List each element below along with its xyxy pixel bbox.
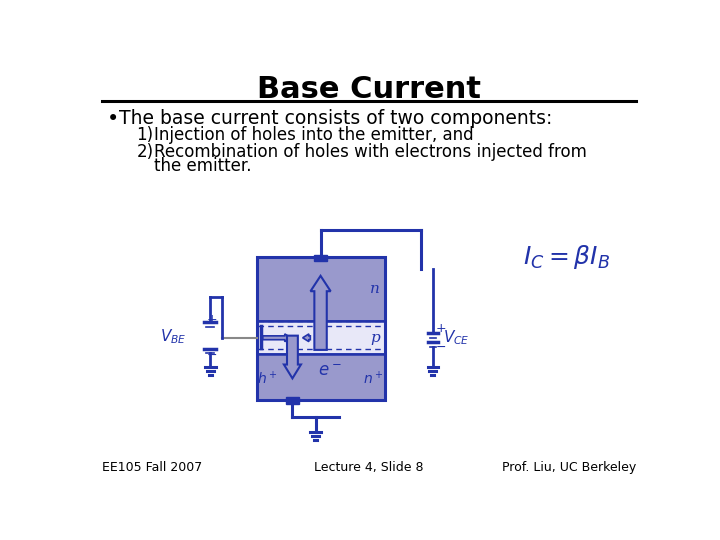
Text: $V_{CE}$: $V_{CE}$: [443, 328, 469, 347]
Text: Recombination of holes with electrons injected from: Recombination of holes with electrons in…: [153, 143, 586, 161]
Text: −: −: [207, 349, 217, 362]
Bar: [287, 397, 299, 403]
FancyArrow shape: [302, 334, 310, 342]
Text: n: n: [370, 282, 380, 295]
Text: $e^-$: $e^-$: [318, 362, 341, 380]
Text: the emitter.: the emitter.: [153, 157, 251, 175]
Bar: [256, 354, 384, 400]
Text: $h^+$: $h^+$: [257, 370, 278, 387]
Text: −: −: [436, 341, 446, 354]
Text: +: +: [436, 322, 446, 335]
FancyArrow shape: [310, 276, 330, 350]
Text: Injection of holes into the emitter, and: Injection of holes into the emitter, and: [153, 126, 473, 144]
Text: •: •: [107, 109, 120, 129]
Text: The base current consists of two components:: The base current consists of two compone…: [120, 109, 553, 127]
Bar: [256, 257, 384, 321]
Bar: [256, 257, 384, 400]
Bar: [315, 255, 327, 261]
Bar: [256, 321, 384, 354]
Text: 1): 1): [137, 126, 153, 144]
FancyArrow shape: [284, 336, 301, 379]
Text: Lecture 4, Slide 8: Lecture 4, Slide 8: [314, 462, 424, 475]
Text: $I_C = \beta I_B$: $I_C = \beta I_B$: [523, 244, 611, 271]
Text: +: +: [207, 313, 217, 326]
Text: Base Current: Base Current: [257, 75, 481, 104]
Text: EE105 Fall 2007: EE105 Fall 2007: [102, 462, 202, 475]
Text: 2): 2): [137, 143, 153, 161]
Text: $V_{BE}$: $V_{BE}$: [161, 327, 187, 346]
Text: $n^+$: $n^+$: [364, 370, 384, 387]
Text: p: p: [370, 331, 380, 345]
FancyArrow shape: [263, 334, 291, 342]
Text: Prof. Liu, UC Berkeley: Prof. Liu, UC Berkeley: [502, 462, 636, 475]
